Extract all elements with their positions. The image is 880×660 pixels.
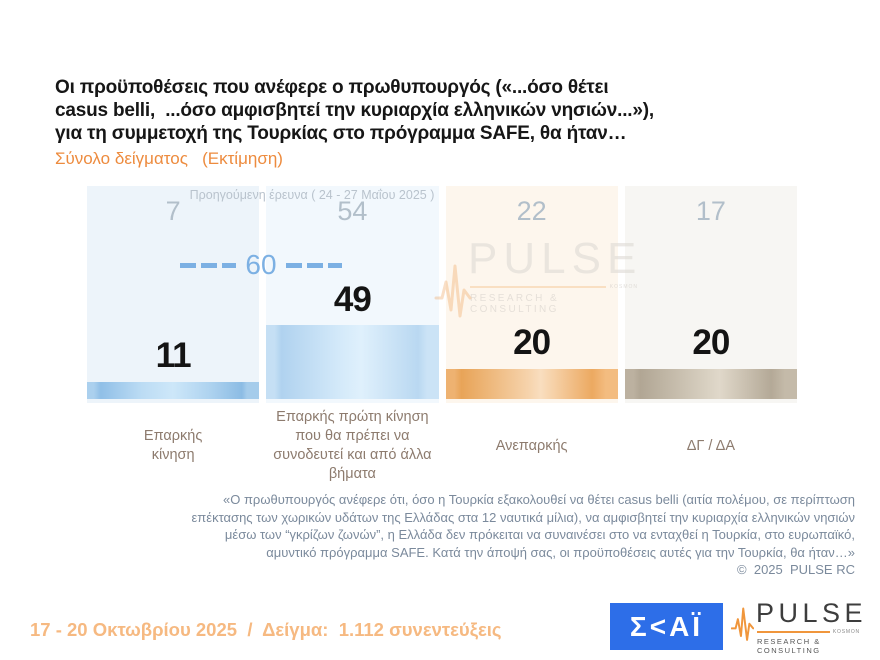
current-value: 49 xyxy=(333,280,372,319)
current-value: 11 xyxy=(155,336,192,375)
pulse-logo: PULSE KOSMON RESEARCH & CONSULTING xyxy=(731,596,867,655)
pulse-logo-text: PULSE xyxy=(755,598,867,628)
bar xyxy=(266,325,439,399)
pulse-logo-subtext: RESEARCH & CONSULTING xyxy=(756,637,821,655)
copyright-text: © 2025 PULSE RC xyxy=(737,562,855,577)
title-line-3: για τη συμμετοχή της Τουρκίας στο πρόγρα… xyxy=(55,123,627,144)
dash-line-right xyxy=(285,262,342,268)
sample-subtitle: Σύνολο δείγματος (Εκτίμηση) xyxy=(55,149,283,168)
chart-column-eparkis-proti-kinisi: 54 49 xyxy=(266,186,439,403)
bar xyxy=(87,382,260,399)
category-label-dg-da: ΔΓ / ΔΑ xyxy=(686,437,736,454)
question-footnote: «Ο πρωθυπουργός ανέφερε ότι, όσο η Τουρκ… xyxy=(28,491,855,579)
bar xyxy=(624,369,797,399)
skai-logo: Σ<ΑΪ xyxy=(610,603,723,650)
page-title: Οι προϋποθέσεις που ανέφερε ο πρωθυπουργ… xyxy=(55,76,654,145)
chart-column-eparkis-kinisi: 7 11 xyxy=(87,186,260,403)
pulse-logo-line xyxy=(756,631,830,633)
sum-annotation: 60 xyxy=(175,248,347,282)
survey-date-sample: 17 - 20 Οκτωβρίου 2025 / Δείγμα: 1.112 σ… xyxy=(30,619,502,640)
category-label-aneparkis: Ανεπαρκής xyxy=(495,437,568,454)
footnote-line: αμυντικό πρόγραμμα SAFE. Κατά την άποψή … xyxy=(266,544,855,560)
bar xyxy=(445,369,618,399)
previous-value: 54 xyxy=(337,196,368,226)
footnote-line: μέσω των “γκρίζων ζωνών”, η Ελλάδα δεν π… xyxy=(224,527,855,542)
previous-value: 17 xyxy=(695,196,726,226)
previous-survey-label: Προηγούμενη έρευνα ( 24 - 27 Μαΐου 2025 … xyxy=(189,188,435,202)
category-label-eparkis-proti-kinisi: Επαρκής πρώτη κίνηση που θα πρέπει να συ… xyxy=(273,409,432,482)
chart-column-aneparkis: 22 20 xyxy=(445,186,618,403)
footnote-line: «Ο πρωθυπουργός ανέφερε ότι, όσο η Τουρκ… xyxy=(223,492,855,507)
sum-annotation-value: 60 xyxy=(245,249,277,280)
category-labels-row: Επαρκής κίνηση Επαρκής πρώτη κίνηση που … xyxy=(87,408,797,484)
title-line-1: Οι προϋποθέσεις που ανέφερε ο πρωθυπουργ… xyxy=(55,77,609,98)
pulse-waveform-icon xyxy=(731,607,754,641)
current-value: 20 xyxy=(513,323,551,362)
bar-chart: 7 11 54 49 22 20 17 20 Προηγούμενη έρευν… xyxy=(87,186,797,403)
current-value: 20 xyxy=(692,323,730,362)
chart-column-dg-da: 17 20 xyxy=(624,186,797,403)
category-label-eparkis-kinisi: Επαρκής κίνηση xyxy=(143,428,203,463)
footnote-line: επέκτασης των χωρικών υδάτων της Ελλάδας… xyxy=(191,509,855,525)
pulse-logo-kosmon-text: KOSMON xyxy=(832,629,860,635)
skai-logo-text: Σ<ΑΪ xyxy=(629,610,704,642)
previous-value: 22 xyxy=(516,196,547,226)
title-line-2: casus belli, ...όσο αμφισβητεί την κυρια… xyxy=(55,100,654,121)
previous-value: 7 xyxy=(165,196,181,226)
dash-line-left xyxy=(180,262,237,268)
